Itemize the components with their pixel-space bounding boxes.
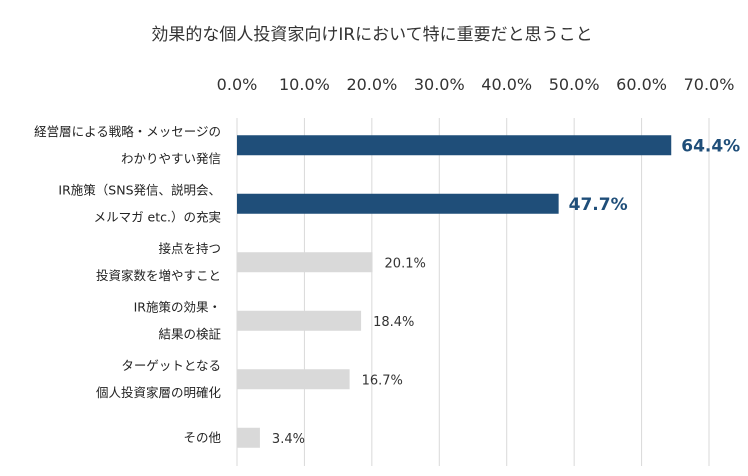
bar	[237, 252, 373, 273]
x-tick-label: 10.0%	[279, 75, 330, 94]
chart-title: 効果的な個人投資家向けIRにおいて特に重要だと思うこと	[151, 25, 592, 45]
category-label: IR施策（SNS発信、説明会、	[58, 182, 221, 197]
category-label: メルマガ etc.）の充実	[94, 209, 221, 224]
gridlines	[236, 118, 710, 466]
bar	[237, 427, 260, 448]
data-label: 3.4%	[272, 432, 305, 447]
bar	[237, 369, 350, 390]
x-tick-label: 0.0%	[217, 75, 258, 94]
data-label: 16.7%	[362, 373, 403, 388]
category-label: 個人投資家層の明確化	[96, 385, 222, 400]
bar	[237, 135, 672, 156]
category-label: ターゲットとなる	[121, 358, 221, 373]
bars	[237, 135, 672, 448]
x-tick-label: 20.0%	[346, 75, 397, 94]
category-label: 結果の検証	[158, 326, 221, 341]
category-label: IR施策の効果・	[134, 299, 221, 314]
data-label: 20.1%	[385, 256, 426, 271]
x-tick-label: 30.0%	[414, 75, 465, 94]
category-label: 接点を持つ	[158, 241, 221, 256]
bar	[237, 310, 362, 331]
data-labels: 64.4% 47.7% 20.1% 18.4% 16.7% 3.4%	[272, 136, 740, 447]
category-label: 経営層による戦略・メッセージの	[34, 124, 221, 139]
category-label: 投資家数を増やすこと	[96, 268, 221, 283]
x-tick-label: 50.0%	[549, 75, 600, 94]
bar	[237, 193, 559, 214]
x-axis-ticks: 0.0% 10.0% 20.0% 30.0% 40.0% 50.0% 60.0% 70.0%	[217, 75, 735, 94]
x-tick-label: 60.0%	[616, 75, 667, 94]
data-label: 47.7%	[569, 195, 628, 215]
x-tick-label: 40.0%	[481, 75, 532, 94]
x-tick-label: 70.0%	[684, 75, 735, 94]
category-label: その他	[183, 430, 221, 445]
data-label: 64.4%	[681, 136, 740, 156]
data-label: 18.4%	[373, 315, 414, 330]
category-label: わかりやすい発信	[121, 151, 221, 166]
